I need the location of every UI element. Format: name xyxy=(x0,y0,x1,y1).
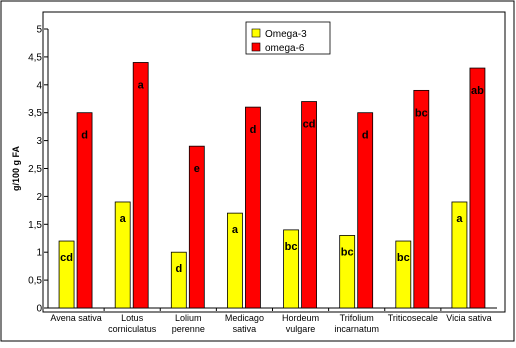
y-tick-label: 1,5 xyxy=(28,220,42,231)
x-category-label: corniculatus xyxy=(108,324,157,334)
bar-omega3 xyxy=(114,201,131,309)
y-tick-label: 1 xyxy=(36,248,42,259)
x-category-label: Avena sativa xyxy=(50,313,101,323)
data-label-omega3: d xyxy=(175,263,182,275)
y-tick-label: 0,5 xyxy=(28,276,42,287)
y-axis-title: g/100 g FA xyxy=(11,145,21,191)
x-category-label: Lotus xyxy=(121,313,144,323)
data-label-omega6: bc xyxy=(415,107,428,119)
x-category-label: Hordeum xyxy=(282,313,319,323)
bar-omega3 xyxy=(339,235,356,309)
data-label-omega3: bc xyxy=(341,246,354,258)
x-category-label: perenne xyxy=(172,324,205,334)
legend: Omega-3 omega-6 xyxy=(245,21,331,55)
data-label-omega6: a xyxy=(138,79,145,91)
legend-swatch xyxy=(251,28,261,38)
bar-omega3 xyxy=(395,240,412,309)
y-tick-label: 2 xyxy=(36,192,42,203)
bar-omega3 xyxy=(451,201,468,309)
legend-entry-label: omega-6 xyxy=(265,43,305,54)
x-category-label: Triticosecale xyxy=(388,313,438,323)
x-category-label: Trifolium xyxy=(340,313,374,323)
data-label-omega6: d xyxy=(362,130,369,142)
data-label-omega3: bc xyxy=(285,241,298,253)
data-label-omega3: bc xyxy=(397,252,410,264)
bar-omega3 xyxy=(227,212,243,309)
y-tick-label: 3,5 xyxy=(28,108,42,119)
data-label-omega6: d xyxy=(250,124,257,136)
bar-omega6 xyxy=(132,62,149,309)
x-category-label: incarnatum xyxy=(334,324,379,334)
data-label-omega6: ab xyxy=(471,85,484,97)
bar-omega3 xyxy=(283,229,299,309)
y-tick-label: 4,5 xyxy=(28,52,42,63)
bar-omega3 xyxy=(58,240,75,309)
bar-omega6 xyxy=(301,101,317,309)
bar-omega6 xyxy=(188,145,205,309)
data-label-omega6: d xyxy=(81,130,88,142)
y-tick-label: 4 xyxy=(36,80,42,91)
y-tick-label: 5 xyxy=(36,25,42,36)
x-category-label: vulgare xyxy=(286,324,316,334)
legend-entry-label: Omega-3 xyxy=(265,29,307,40)
data-label-omega6: cd xyxy=(303,119,316,131)
bar-omega6 xyxy=(357,112,374,309)
data-label-omega6: e xyxy=(194,163,200,175)
bar-omega6 xyxy=(245,106,261,309)
bar-omega6 xyxy=(413,89,430,309)
bar-omega6 xyxy=(76,112,93,309)
y-tick-label: 0 xyxy=(36,304,42,315)
x-category-label: sativa xyxy=(233,324,257,334)
x-category-label: Lolium xyxy=(175,313,202,323)
bar-layer xyxy=(58,62,486,309)
axis-layer: 0 0,5 1 1,5 2 2,5 3 3,5 4 4,5 5 g/100 g FA Avena sat… xyxy=(11,25,497,334)
x-category-label: Vicia sativa xyxy=(446,313,491,323)
y-tick-label: 3 xyxy=(36,136,42,147)
legend-swatch xyxy=(251,42,261,52)
data-label-omega3: a xyxy=(120,213,127,225)
data-label-omega3: cd xyxy=(60,252,73,264)
x-category-label: Medicago xyxy=(225,313,264,323)
y-tick-label: 2,5 xyxy=(28,164,42,175)
label-layer: cd d a a d e a d bc cd bc d bc bc a ab xyxy=(60,79,484,275)
bar-omega6 xyxy=(469,67,486,309)
data-label-omega3: a xyxy=(456,213,463,225)
bar-omega3 xyxy=(170,251,187,309)
data-label-omega3: a xyxy=(232,224,239,236)
plot-area-frame xyxy=(42,11,506,313)
